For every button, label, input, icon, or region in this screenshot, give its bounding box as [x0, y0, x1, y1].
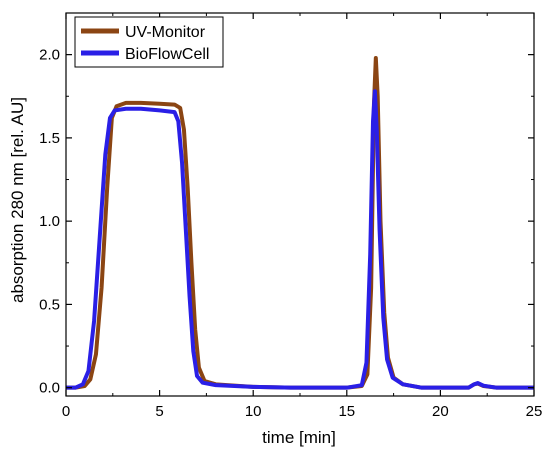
plot-area [66, 55, 534, 390]
series-line-bioflowcell [66, 89, 534, 390]
plot-frame [65, 12, 535, 397]
y-tick-label: 2.0 [39, 47, 60, 64]
axes: 0 5 10 15 20 25 0.0 0.5 1.0 1.5 2.0 [39, 12, 543, 420]
x-tick-label: 10 [245, 403, 262, 420]
y-tick-label: 0.5 [39, 296, 60, 313]
y-axis-label: absorption 280 nm [rel. AU] [8, 97, 27, 303]
x-axis-label: time [min] [262, 428, 336, 447]
legend-label: BioFlowCell [125, 46, 209, 63]
legend: UV-Monitor BioFlowCell [74, 16, 224, 68]
x-tick-label: 0 [62, 403, 70, 420]
y-tick-label: 1.5 [39, 130, 60, 147]
x-tick-label: 15 [338, 403, 355, 420]
y-tick-label: 1.0 [39, 213, 60, 230]
legend-box [74, 16, 224, 68]
x-tick-label: 25 [526, 403, 543, 420]
y-tick-label: 0.0 [39, 380, 60, 397]
legend-label: UV-Monitor [125, 24, 206, 41]
x-tick-label: 5 [155, 403, 163, 420]
x-tick-label: 20 [432, 403, 449, 420]
